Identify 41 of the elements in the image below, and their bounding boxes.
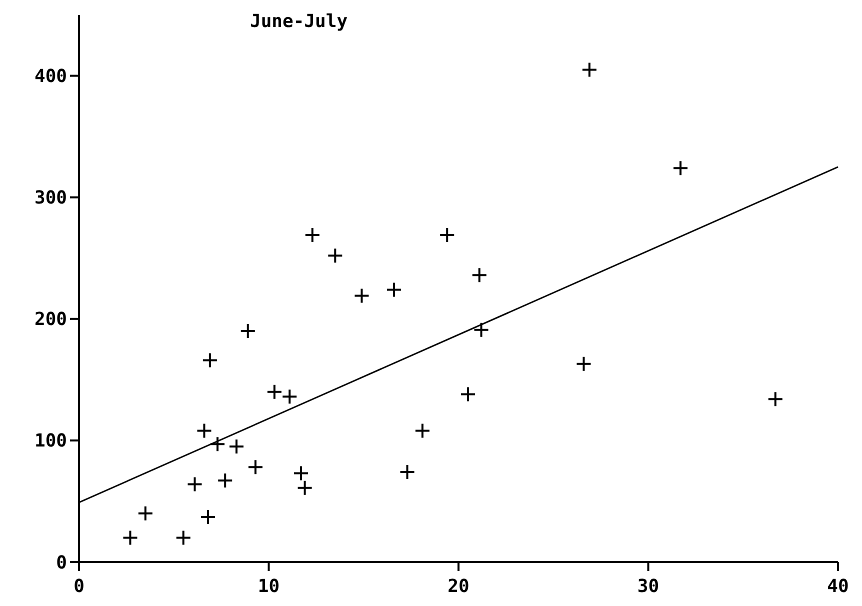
- point: [414, 422, 430, 439]
- chart-title: June-July: [250, 11, 348, 32]
- point: [175, 530, 192, 546]
- point: [581, 62, 598, 78]
- point: [576, 356, 592, 372]
- point: [266, 384, 282, 400]
- point: [439, 227, 456, 244]
- point: [354, 288, 370, 304]
- point: [386, 282, 402, 298]
- y-tick-label: 300: [34, 188, 67, 209]
- point: [228, 438, 244, 455]
- point: [767, 391, 784, 408]
- y-tick-label: 0: [56, 552, 67, 574]
- x-tick-label: 40: [827, 576, 849, 597]
- point: [672, 160, 689, 176]
- point: [304, 227, 320, 244]
- point: [471, 267, 488, 284]
- y-tick-label: 100: [34, 430, 67, 452]
- x-tick-label: 30: [637, 576, 660, 597]
- point: [122, 530, 138, 546]
- point: [240, 323, 256, 340]
- point: [196, 422, 212, 439]
- point: [210, 436, 226, 452]
- point: [282, 388, 298, 405]
- point: [217, 472, 234, 489]
- point: [202, 352, 218, 368]
- point: [247, 459, 264, 476]
- point: [137, 505, 154, 522]
- point: [293, 465, 310, 482]
- x-tick-label: 10: [258, 576, 280, 597]
- point: [327, 248, 344, 264]
- point: [200, 509, 216, 526]
- x-tick-label: 0: [74, 576, 84, 597]
- point: [473, 322, 490, 338]
- point: [460, 386, 476, 402]
- point: [296, 480, 313, 496]
- point: [186, 476, 203, 492]
- point: [399, 464, 416, 480]
- y-tick-label: 200: [34, 309, 67, 330]
- x-tick-label: 20: [448, 576, 470, 597]
- y-tick-label: 400: [34, 66, 67, 88]
